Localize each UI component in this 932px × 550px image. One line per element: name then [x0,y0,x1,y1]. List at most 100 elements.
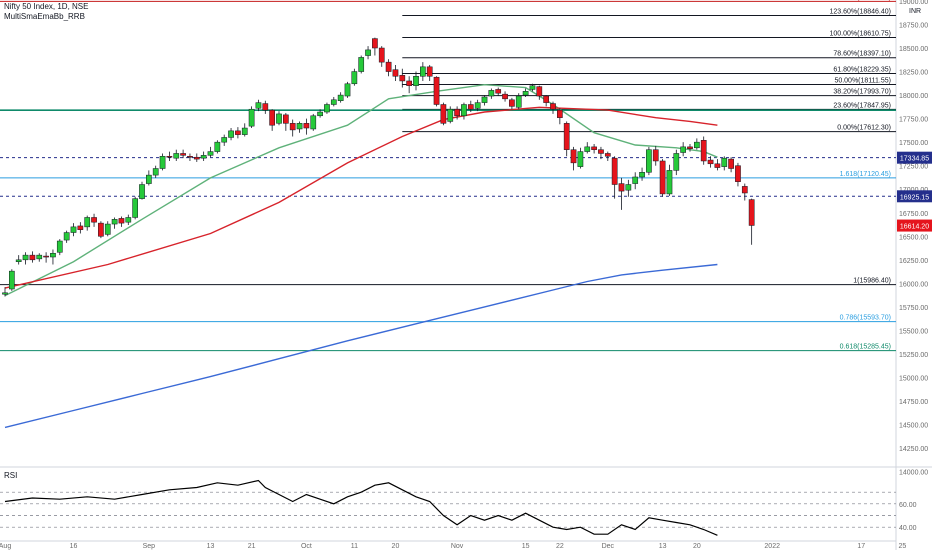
candle-body [502,93,508,100]
candle-body [344,83,351,97]
candle-body [235,130,241,135]
y-tick-label: 16000.00 [899,281,928,288]
rsi-pane: 60.00 40.00 [0,479,917,536]
candle-body [29,254,36,261]
candle-body [337,94,344,101]
price-label-text: 16614.20 [900,224,929,231]
candle-body [474,102,481,109]
candle-body [365,49,371,56]
fib-level-label: 0.786(15593.70) [840,315,891,322]
candle-body [406,80,412,86]
candle-body [680,146,686,153]
candle-body [255,102,262,109]
fib-level-label: 100.00%(18610.75) [830,31,892,38]
candle-body [36,254,43,260]
candle-body [687,146,693,149]
candle-body [673,153,680,171]
candle-body [748,199,755,226]
candle-body [221,137,228,143]
y-tick-label: 15000.00 [899,376,928,383]
candle-body [372,38,378,49]
price-label-box [897,219,932,232]
candle-body [262,103,269,111]
candle-body [495,89,502,94]
candle-body [166,156,173,158]
indicator-label: MultiSmaEmaBb_RRB [4,12,85,21]
x-tick-label: 20 [693,543,701,550]
candle-body [173,153,180,159]
rsi-label: RSI [4,471,17,480]
rsi-y-tick-label: 40.00 [899,525,917,532]
currency-label: INR [909,8,921,15]
y-tick-label: 17500.00 [899,140,928,147]
candle-body [447,108,454,122]
x-tick-label: 25 [898,543,906,550]
candle-body [228,130,234,138]
candle-body [467,104,474,110]
candle-body [557,109,563,118]
candle-body [399,75,406,82]
candle-body [43,255,49,258]
candle-body [159,156,166,169]
rsi-line [4,479,718,536]
y-tick-label: 18750.00 [899,22,928,29]
candle-body [214,141,221,152]
candle-body [652,149,659,162]
y-tick-label: 17250.00 [899,164,928,171]
candle-body [330,99,337,105]
candle-body [584,146,591,152]
x-tick-label: 15 [522,543,530,550]
candle-body [536,86,543,97]
candle-body [152,168,159,176]
candle-body [289,123,296,131]
candle-body [413,76,419,86]
y-tick-label: 14750.00 [899,399,928,406]
candle-body [146,174,152,184]
candle-body [324,104,330,113]
candle-body [104,223,111,235]
candle-body [728,158,734,169]
candle-body [118,218,125,224]
candle-body [440,104,447,124]
candle-body [632,176,639,184]
candle-body [77,225,84,230]
candle-body [139,184,145,199]
candle-body [187,156,193,158]
candle-body [132,198,139,218]
fib-level-label: 38.20%(17993.70) [833,89,891,96]
candle-body [180,153,186,156]
candle-body [591,146,597,150]
chart-title: Nifty 50 Index, 1D, NSE [4,2,89,11]
candle-body [2,292,8,295]
candle-body [420,66,426,77]
candle-body [714,163,721,168]
x-tick-label: Sep [143,543,156,550]
candle-body [283,114,289,124]
x-tick-label: 11 [351,543,358,550]
candle-body [385,61,392,72]
price-label-box [897,151,932,164]
candle-body [378,47,385,63]
candle-body [721,157,728,167]
candle-body [604,153,611,157]
candle-body [84,217,91,228]
candle-body [111,219,118,225]
candle-body [207,151,214,156]
x-tick-label: Dec [602,543,615,550]
y-tick-label: 16500.00 [899,234,928,241]
candle-body [618,183,625,192]
fib-level-label: 61.80%(18229.35) [833,67,891,74]
candle-body [577,151,584,167]
y-tick-label: 14250.00 [899,446,928,453]
fib-level-label: 1(15986.40) [853,278,891,285]
fib-level-label: 50.00%(18111.55) [834,78,891,85]
candle-body [741,186,748,194]
candle-body [570,149,577,164]
candle-body [276,113,282,124]
candle-body [529,85,536,90]
candle-body [433,76,440,105]
candle-body [625,184,632,191]
rsi-y-tick-label: 60.00 [899,502,917,509]
